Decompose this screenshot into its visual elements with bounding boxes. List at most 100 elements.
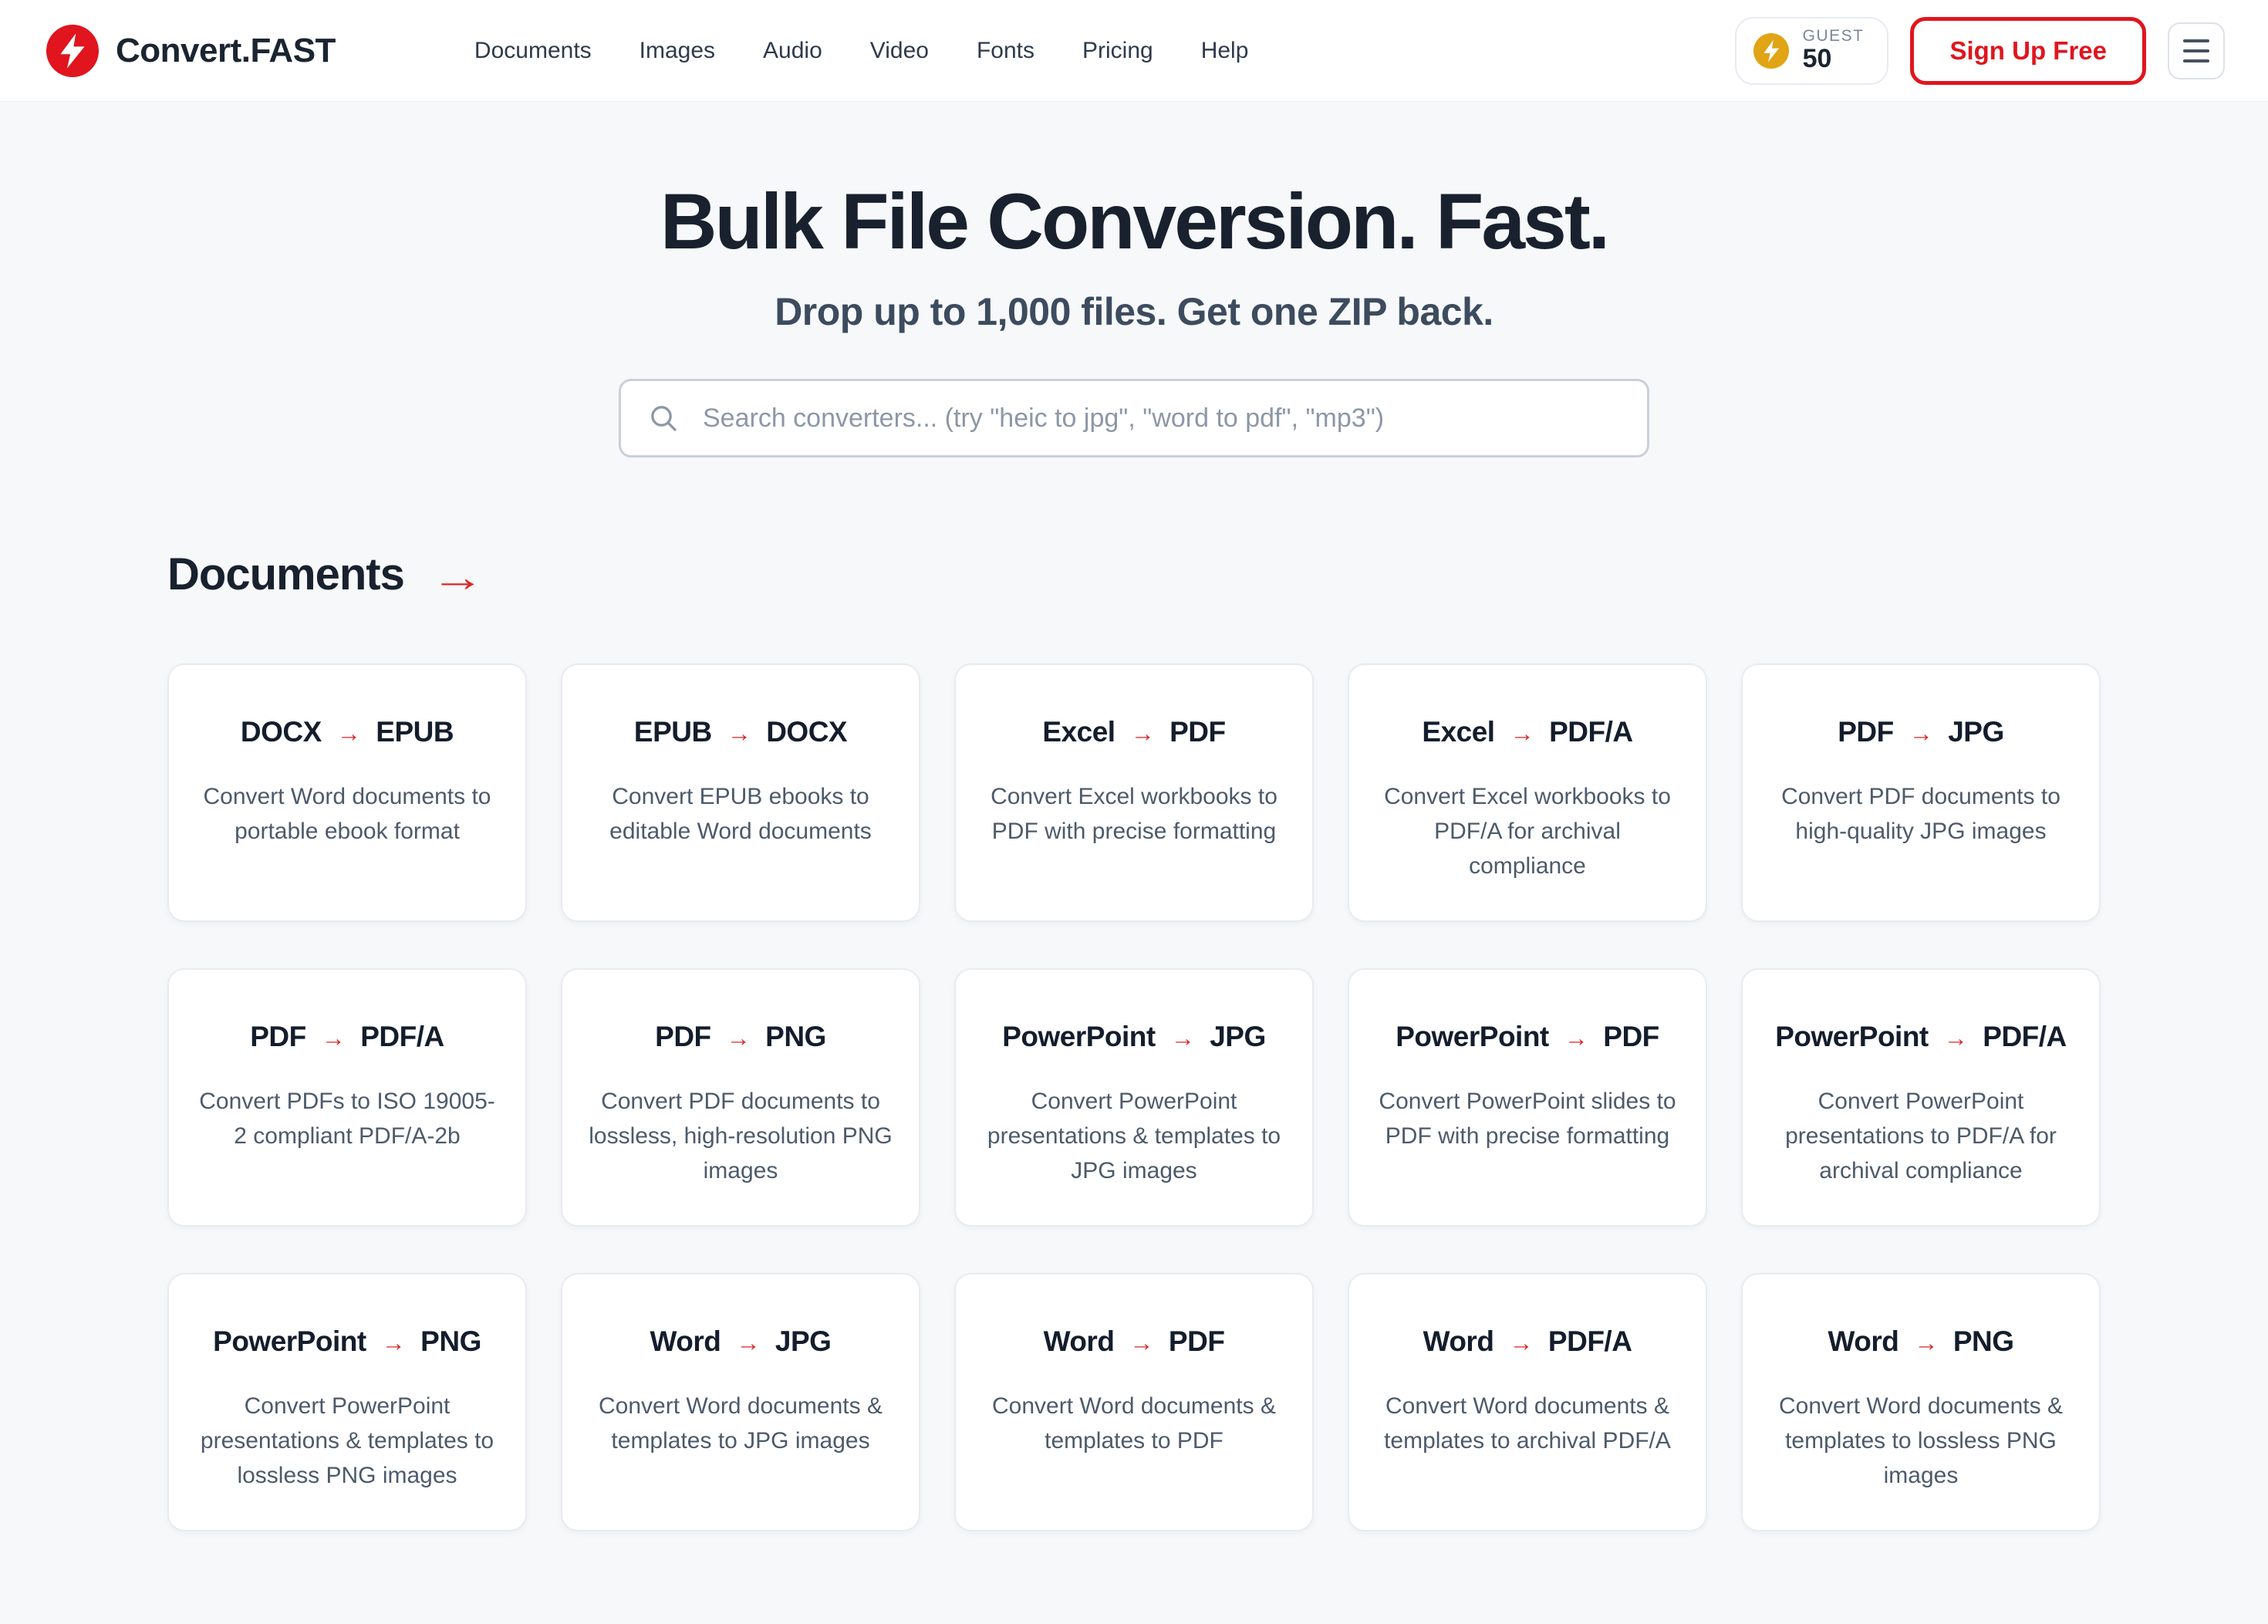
converter-from: PDF [250, 1021, 306, 1053]
hamburger-icon [2183, 39, 2209, 42]
nav-item[interactable]: Images [639, 37, 716, 63]
converter-from: DOCX [240, 716, 322, 748]
arrow-right-icon: → [1909, 720, 1933, 748]
main-nav: Documents Images Audio Video Fonts Prici… [474, 38, 1248, 64]
arrow-right-icon: → [1510, 720, 1534, 748]
converter-from: Excel [1422, 716, 1495, 748]
credit-coin-icon [1753, 32, 1789, 69]
arrow-right-icon: → [1914, 1329, 1938, 1357]
main-content: Documents → DOCX → EPUB Convert Word doc… [167, 549, 2101, 1624]
converter-description: Convert PowerPoint presentations to PDF/… [1785, 1089, 2057, 1184]
converter-card[interactable]: PDF → JPG Convert PDF documents to high-… [1741, 663, 2101, 923]
converter-card-title: PDF → JPG [1769, 716, 2073, 748]
converter-to: PDF [1168, 1325, 1225, 1358]
converter-card[interactable]: Word → JPG Convert Word documents & temp… [561, 1273, 920, 1532]
converter-card[interactable]: Word → PDF/A Convert Word documents & te… [1348, 1273, 1707, 1532]
converter-from: EPUB [633, 716, 712, 748]
arrow-right-icon: → [726, 1025, 751, 1052]
converter-to: PDF [1169, 716, 1226, 748]
converter-from: Word [1828, 1325, 1899, 1358]
nav-item[interactable]: Help [1200, 37, 1249, 63]
header-right: GUEST 50 Sign Up Free [1734, 16, 2225, 85]
converter-card[interactable]: DOCX → EPUB Convert Word documents to po… [167, 663, 527, 923]
converter-from: PowerPoint [1396, 1021, 1549, 1053]
converter-card-title: PowerPoint → PNG [195, 1325, 499, 1358]
converter-to: JPG [775, 1325, 832, 1358]
nav-item[interactable]: Documents [474, 37, 592, 63]
converter-description: Convert PowerPoint slides to PDF with pr… [1379, 1089, 1676, 1150]
converter-from: PowerPoint [213, 1325, 366, 1358]
converter-card[interactable]: Word → PNG Convert Word documents & temp… [1741, 1273, 2101, 1532]
converter-card[interactable]: Word → PDF Convert Word documents & temp… [954, 1273, 1314, 1532]
converter-card[interactable]: Excel → PDF/A Convert Excel workbooks to… [1348, 663, 1707, 923]
converter-card-title: DOCX → EPUB [195, 716, 499, 748]
converter-from: PDF [655, 1021, 711, 1053]
hero-subtitle: Drop up to 1,000 files. Get one ZIP back… [775, 290, 1493, 334]
converter-from: PowerPoint [1002, 1021, 1156, 1053]
converter-to: JPG [1948, 716, 2004, 748]
converter-to: PDF/A [1549, 716, 1633, 748]
arrow-right-icon: → [1170, 1025, 1195, 1052]
nav-item[interactable]: Fonts [976, 37, 1034, 63]
converter-to: JPG [1210, 1021, 1266, 1053]
hero-section: Bulk File Conversion. Fast. Drop up to 1… [0, 102, 2268, 458]
search-input[interactable] [619, 379, 1649, 458]
arrow-right-icon: → [736, 1329, 760, 1357]
converter-to: PDF/A [1547, 1325, 1632, 1358]
converter-card-title: PDF → PDF/A [195, 1021, 499, 1053]
converter-to: PDF/A [1983, 1021, 2067, 1053]
converter-from: PDF [1838, 716, 1894, 748]
arrow-right-icon: → [1943, 1025, 1968, 1052]
converter-card-title: Excel → PDF/A [1375, 716, 1679, 748]
converter-card-title: Word → JPG [589, 1325, 893, 1358]
converter-to: PDF [1603, 1021, 1659, 1053]
converter-card[interactable]: PowerPoint → PDF/A Convert PowerPoint pr… [1741, 968, 2101, 1227]
credits-amount: 50 [1802, 44, 1832, 74]
converter-to: PNG [765, 1021, 826, 1053]
converter-card-title: Word → PNG [1769, 1325, 2073, 1358]
arrow-right-icon: → [336, 720, 361, 748]
converter-description: Convert PowerPoint presentations & templ… [987, 1089, 1281, 1184]
header: Convert.FAST Documents Images Audio Vide… [0, 0, 2268, 102]
nav-item[interactable]: Video [869, 37, 929, 63]
converter-to: DOCX [766, 716, 848, 748]
converter-description: Convert PDF documents to high-quality JP… [1781, 784, 2060, 845]
converter-grid: DOCX → EPUB Convert Word documents to po… [167, 663, 2101, 1624]
converter-description: Convert Excel workbooks to PDF with prec… [991, 784, 1277, 845]
converter-card[interactable]: PDF → PNG Convert PDF documents to lossl… [561, 968, 920, 1227]
section-title: Documents [167, 549, 405, 600]
converter-description: Convert Word documents & templates to JP… [599, 1393, 883, 1454]
converter-card-title: PDF → PNG [589, 1021, 893, 1053]
arrow-right-icon: → [1130, 720, 1155, 748]
nav-item[interactable]: Pricing [1082, 37, 1153, 63]
converter-card[interactable]: EPUB → DOCX Convert EPUB ebooks to edita… [561, 663, 920, 923]
credits-badge[interactable]: GUEST 50 [1734, 16, 1889, 85]
arrow-right-icon: → [1564, 1025, 1588, 1052]
sign-up-button[interactable]: Sign Up Free [1910, 16, 2146, 85]
converter-card-title: Word → PDF/A [1375, 1325, 1679, 1358]
converter-to: EPUB [376, 716, 454, 748]
converter-card-title: PowerPoint → PDF [1375, 1021, 1679, 1053]
nav-item[interactable]: Audio [763, 37, 822, 63]
converter-card-title: EPUB → DOCX [589, 716, 893, 748]
converter-card-title: PowerPoint → PDF/A [1769, 1021, 2073, 1053]
page-title: Bulk File Conversion. Fast. [660, 177, 1610, 265]
converter-from: Word [650, 1325, 721, 1358]
converter-description: Convert EPUB ebooks to editable Word doc… [609, 784, 872, 845]
hamburger-menu-button[interactable] [2168, 22, 2225, 79]
converter-description: Convert PowerPoint presentations & templ… [200, 1393, 494, 1489]
documents-section-link[interactable]: Documents → [167, 549, 484, 600]
brand-logo[interactable]: Convert.FAST [46, 24, 336, 77]
arrow-right-icon: → [1509, 1329, 1533, 1357]
converter-card-title: PowerPoint → JPG [982, 1021, 1286, 1053]
converter-description: Convert Word documents & templates to PD… [992, 1393, 1276, 1454]
converter-card[interactable]: PowerPoint → PNG Convert PowerPoint pres… [167, 1273, 527, 1532]
converter-card[interactable]: PowerPoint → PDF Convert PowerPoint slid… [1348, 968, 1707, 1227]
converter-from: Excel [1042, 716, 1115, 748]
arrow-right-icon: → [321, 1025, 346, 1052]
converter-card[interactable]: PDF → PDF/A Convert PDFs to ISO 19005-2 … [167, 968, 527, 1227]
converter-description: Convert Word documents & templates to ar… [1384, 1393, 1671, 1454]
converter-card[interactable]: Excel → PDF Convert Excel workbooks to P… [954, 663, 1314, 923]
converter-card[interactable]: PowerPoint → JPG Convert PowerPoint pres… [954, 968, 1314, 1227]
converter-to: PNG [1952, 1325, 2014, 1358]
